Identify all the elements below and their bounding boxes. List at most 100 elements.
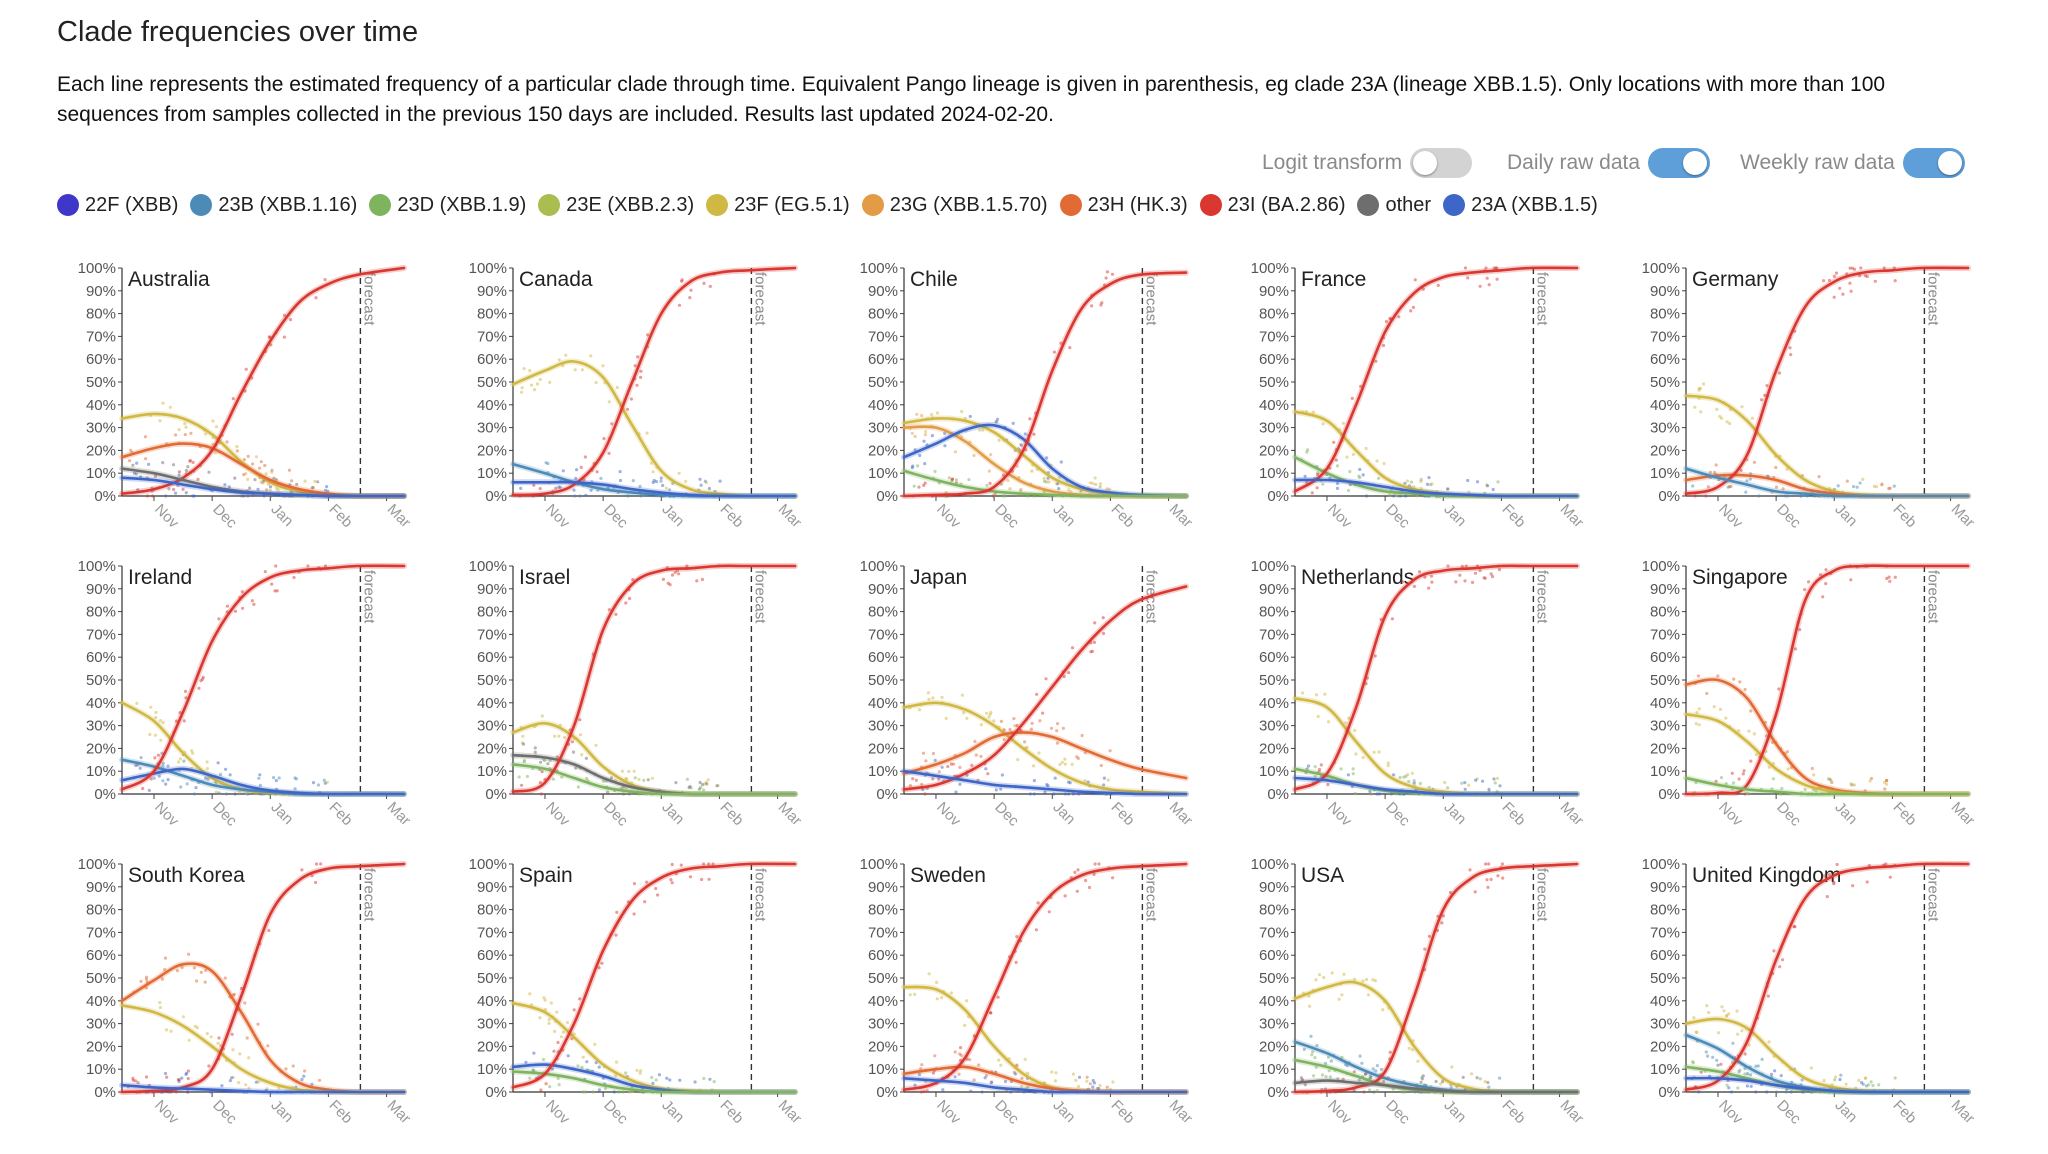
raw-data-point: [244, 367, 248, 371]
raw-data-point: [1020, 1084, 1024, 1089]
raw-data-point: [257, 466, 262, 470]
raw-data-point: [1760, 1057, 1764, 1061]
raw-data-point: [1486, 1080, 1490, 1085]
raw-data-point: [149, 705, 153, 709]
legend-item[interactable]: 23B (XBB.1.16): [190, 194, 357, 217]
raw-data-point: [997, 1058, 1001, 1062]
raw-data-point: [632, 769, 636, 773]
raw-data-point: [1335, 464, 1340, 468]
raw-data-point: [1771, 761, 1776, 766]
raw-data-point: [1825, 895, 1829, 899]
raw-data-point: [1313, 765, 1317, 769]
raw-data-point: [228, 1079, 232, 1083]
raw-data-point: [633, 776, 637, 780]
raw-data-point: [546, 762, 550, 766]
raw-data-point: [1863, 789, 1867, 793]
raw-data-point: [1076, 868, 1080, 872]
legend-item[interactable]: 23H (HK.3): [1059, 194, 1188, 217]
x-tick-label: Dec: [600, 1097, 631, 1128]
raw-data-point: [1855, 485, 1859, 489]
weekly-raw-data-toggle[interactable]: Weekly raw data: [1740, 146, 1965, 180]
chart-panel: 0%10%20%30%40%50%60%70%80%90%100%Nov Dec J…: [78, 558, 414, 830]
x-tick-label: Jan: [1049, 799, 1078, 828]
y-tick-label: 40%: [1259, 397, 1289, 414]
legend-item[interactable]: 23D (XBB.1.9): [369, 194, 526, 217]
legend-item[interactable]: 23F (EG.5.1): [706, 194, 850, 217]
legend-item[interactable]: 23E (XBB.2.3): [538, 194, 694, 217]
logit-transform-switch[interactable]: [1410, 148, 1473, 178]
raw-data-point: [933, 758, 937, 763]
raw-data-point: [1473, 890, 1477, 894]
raw-data-point: [1000, 773, 1005, 777]
raw-data-point: [139, 756, 143, 760]
raw-data-point: [991, 494, 995, 498]
legend-item[interactable]: 23G (XBB.1.5.70): [861, 194, 1048, 217]
raw-data-point: [625, 407, 630, 411]
raw-data-point: [654, 886, 658, 891]
raw-data-point: [251, 493, 255, 498]
raw-data-point: [263, 570, 267, 574]
raw-data-point: [1386, 761, 1390, 765]
raw-data-point: [1824, 568, 1828, 572]
y-tick-label: 10%: [1650, 1061, 1680, 1078]
raw-data-point: [188, 459, 192, 463]
raw-data-point: [158, 1001, 162, 1005]
raw-data-point: [1774, 1090, 1779, 1094]
weekly-raw-data-switch[interactable]: [1902, 148, 1965, 178]
daily-raw-data-switch[interactable]: [1648, 148, 1711, 178]
raw-data-point: [635, 383, 639, 387]
raw-data-point: [1409, 309, 1413, 313]
x-tick-label: Jan: [1049, 501, 1078, 530]
raw-data-point: [1032, 792, 1036, 796]
raw-data-point: [700, 577, 705, 582]
raw-data-point: [917, 1072, 922, 1077]
raw-data-point: [1011, 421, 1015, 425]
raw-data-point: [1739, 468, 1743, 472]
y-tick-label: 90%: [868, 879, 898, 896]
y-tick-label: 70%: [477, 626, 507, 643]
raw-data-point: [1001, 473, 1006, 477]
raw-data-point: [196, 477, 200, 481]
raw-data-point: [579, 465, 583, 469]
raw-data-point: [161, 461, 165, 465]
raw-data-point: [1474, 778, 1478, 782]
raw-data-point: [169, 1029, 173, 1033]
raw-data-point: [217, 1036, 221, 1040]
legend-item[interactable]: 23A (XBB.1.5): [1443, 194, 1598, 217]
raw-data-point: [1093, 621, 1097, 625]
raw-data-point: [1473, 571, 1478, 575]
daily-raw-data-toggle[interactable]: Daily raw data: [1507, 146, 1711, 180]
x-tick-label: Nov: [1324, 501, 1355, 532]
legend-item[interactable]: 22F (XBB): [57, 194, 178, 217]
x-tick-label: Dec: [600, 799, 631, 830]
raw-data-point: [233, 476, 237, 480]
raw-data-point: [1341, 1077, 1345, 1081]
raw-data-point: [204, 432, 208, 436]
y-tick-label: 100%: [1642, 856, 1680, 873]
raw-data-point: [1083, 751, 1087, 755]
legend-item[interactable]: 23I (BA.2.86): [1199, 194, 1345, 217]
y-tick-label: 100%: [78, 260, 116, 277]
y-tick-label: 0%: [876, 786, 898, 803]
raw-data-point: [703, 479, 708, 483]
raw-data-point: [1038, 719, 1042, 723]
legend-item[interactable]: other: [1357, 194, 1431, 217]
series-line: [511, 1063, 797, 1094]
raw-data-point: [602, 437, 606, 441]
raw-data-point: [293, 787, 297, 791]
raw-data-point: [572, 488, 576, 492]
raw-data-point: [1436, 283, 1440, 287]
forecast-label: forecast: [1924, 272, 1941, 326]
logit-transform-toggle[interactable]: Logit transform: [1262, 146, 1473, 180]
raw-data-point: [1777, 371, 1782, 375]
raw-data-point: [584, 1090, 588, 1094]
raw-data-point: [1015, 723, 1019, 728]
y-tick-label: 10%: [868, 1061, 898, 1078]
y-tick-label: 60%: [477, 351, 507, 368]
raw-data-point: [1311, 410, 1315, 414]
raw-data-point: [1735, 1009, 1739, 1013]
raw-data-point: [1316, 714, 1320, 719]
raw-data-point: [661, 483, 665, 488]
series-line: [902, 701, 1188, 796]
y-tick-label: 10%: [86, 465, 116, 482]
